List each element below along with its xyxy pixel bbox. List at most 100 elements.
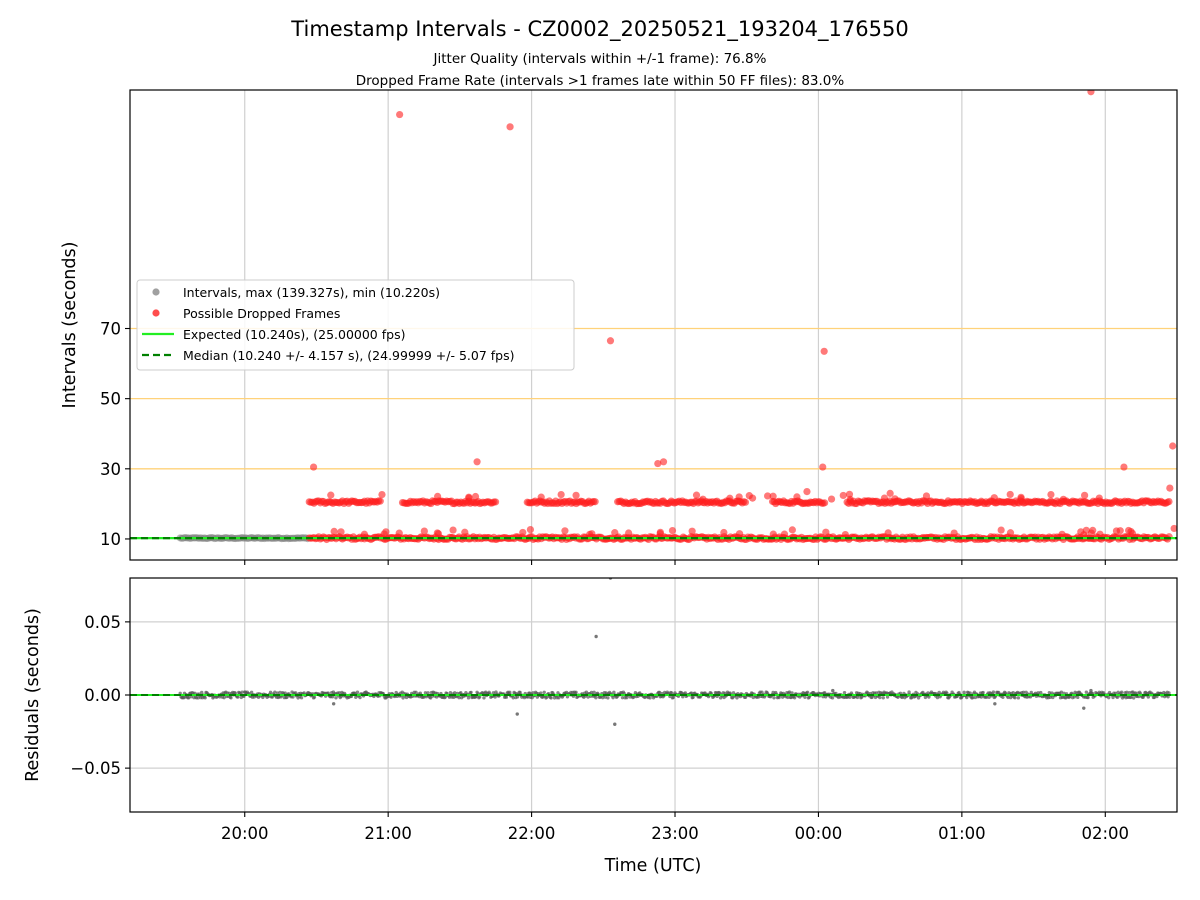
- residual-point: [283, 691, 287, 695]
- residual-point: [657, 690, 662, 695]
- legend-label-expected: Expected (10.240s), (25.00000 fps): [183, 327, 405, 342]
- residual-point: [355, 690, 360, 694]
- residual-point: [971, 695, 975, 700]
- dropped-frame-point: [491, 498, 500, 506]
- residual-point: [916, 696, 921, 700]
- residual-point: [574, 690, 578, 695]
- residual-point: [611, 695, 615, 700]
- dropped-frame-outlier: [654, 459, 662, 468]
- residual-point: [1131, 696, 1136, 700]
- bottom-y-tick-label: 0.05: [84, 613, 121, 632]
- top-y-tick-label: 70: [100, 320, 121, 339]
- residual-point: [453, 691, 457, 695]
- residual-point: [756, 695, 761, 699]
- dropped-frame-point: [360, 530, 369, 538]
- residual-point: [1011, 691, 1015, 695]
- dropped-frame-outlier: [327, 491, 335, 499]
- residual-outlier: [515, 712, 519, 716]
- dropped-frame-point: [434, 492, 442, 500]
- residual-point: [987, 695, 991, 699]
- residual-outlier: [594, 634, 598, 639]
- dropped-frame-outlier: [611, 529, 619, 537]
- dropped-frame-point: [845, 490, 854, 498]
- dropped-frame-point: [735, 493, 743, 501]
- dropped-frame-point: [745, 492, 753, 500]
- residual-point: [1016, 696, 1021, 700]
- dropped-frame-outlier: [1166, 484, 1174, 492]
- residual-point: [691, 695, 695, 699]
- residual-point: [1006, 695, 1010, 700]
- residual-point: [493, 695, 497, 699]
- x-tick-label: 01:00: [938, 824, 986, 843]
- dropped-frame-point: [420, 527, 428, 535]
- residual-point: [240, 690, 244, 694]
- dropped-frame-point: [380, 530, 388, 538]
- x-tick-label: 22:00: [508, 824, 556, 843]
- dropped-frame-point: [519, 528, 527, 537]
- residual-point: [881, 696, 885, 700]
- residual-point: [731, 691, 736, 695]
- residual-point: [389, 695, 393, 699]
- residual-point: [1115, 695, 1120, 700]
- dropped-frame-point: [1059, 495, 1068, 503]
- residual-point: [669, 691, 674, 695]
- residual-point: [334, 696, 338, 700]
- residual-point: [991, 690, 996, 694]
- residual-point: [973, 695, 978, 700]
- residual-point: [1084, 690, 1089, 694]
- residual-point: [1167, 691, 1171, 695]
- x-tick-label: 20:00: [221, 824, 269, 843]
- dropped-frame-point: [557, 490, 565, 499]
- dropped-frame-point: [337, 528, 345, 536]
- residual-point: [249, 690, 254, 695]
- dropped-frame-point: [465, 493, 473, 501]
- intervals-plot-area: [130, 90, 1177, 560]
- residual-point: [772, 696, 776, 700]
- chart-title: Timestamp Intervals - CZ0002_20250521_19…: [290, 17, 908, 42]
- dropped-frame-point: [788, 526, 796, 534]
- residual-point: [526, 695, 530, 699]
- dropped-frame-point: [376, 497, 384, 505]
- residual-point: [842, 690, 847, 695]
- residual-point: [518, 690, 522, 695]
- residual-point: [885, 695, 890, 699]
- dropped-frame-point: [990, 494, 998, 502]
- residual-outlier: [831, 688, 835, 693]
- residual-point: [1125, 690, 1129, 695]
- residual-point: [962, 690, 966, 695]
- dropped-frame-point: [656, 528, 664, 536]
- residual-point: [291, 695, 295, 699]
- dropped-frame-outlier: [506, 123, 514, 131]
- dropped-frame-point: [769, 492, 777, 500]
- residual-point: [603, 695, 608, 699]
- legend: Intervals, max (139.327s), min (10.220s)…: [136, 279, 575, 371]
- residual-point: [586, 695, 590, 699]
- dropped-frame-outlier: [473, 458, 481, 466]
- x-axis-label: Time (UTC): [604, 856, 702, 876]
- chart-subtitle-jitter: Jitter Quality (intervals within +/-1 fr…: [433, 51, 767, 67]
- dropped-frame-point: [1089, 526, 1097, 534]
- residual-point: [790, 691, 794, 695]
- dropped-frame-point: [780, 530, 789, 538]
- bottom-y-tick-label: −0.05: [70, 759, 121, 778]
- dropped-frame-outlier: [793, 493, 801, 501]
- residual-point: [620, 695, 625, 700]
- top-y-tick-label: 30: [100, 460, 121, 479]
- residual-point: [236, 695, 240, 699]
- intervals-panel: 10 30 50 70: [100, 89, 1178, 565]
- dropped-frame-point: [720, 528, 728, 537]
- residual-outlier: [331, 702, 336, 706]
- dropped-frame-point: [378, 490, 386, 499]
- residual-point: [426, 691, 430, 695]
- dropped-frame-outlier: [396, 110, 404, 119]
- residual-point: [203, 696, 207, 700]
- residual-point: [786, 695, 790, 700]
- residual-point: [671, 695, 675, 700]
- dropped-frame-point: [526, 525, 535, 534]
- dropped-frame-point: [330, 527, 338, 535]
- residual-point: [275, 691, 280, 695]
- dropped-frame-point: [822, 528, 830, 536]
- dropped-frame-point: [1006, 490, 1014, 499]
- residual-point: [443, 695, 447, 699]
- residual-point: [466, 696, 471, 700]
